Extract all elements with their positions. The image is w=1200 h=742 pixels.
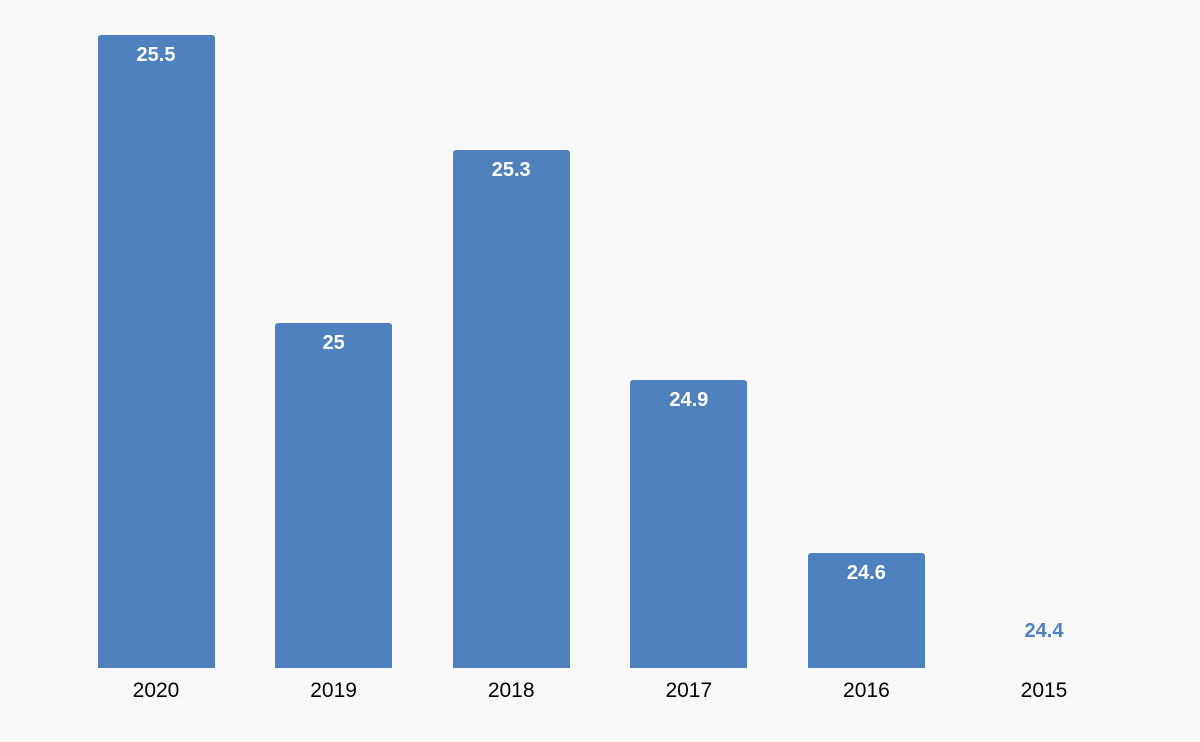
x-axis-label-2015: 2015 [1020,679,1068,702]
bar-2018 [452,150,570,668]
bar-2017 [630,380,748,668]
bar-2019 [275,323,393,668]
x-axis-label-2019: 2019 [310,679,357,702]
bar-2020 [97,35,215,668]
value-label-2016: 24.6 [846,562,886,584]
value-label-2015: 24.4 [1024,620,1064,642]
value-label-2019: 25 [322,332,345,354]
value-label-2020: 25.5 [136,44,176,66]
x-axis-label-2018: 2018 [487,679,535,702]
value-label-2017: 24.9 [669,389,709,411]
bar-2016 [807,553,925,668]
value-label-2018: 25.3 [491,159,531,181]
x-axis-label-2020: 2020 [132,679,180,702]
x-axis-label-2016: 2016 [843,679,890,702]
x-axis-label-2017: 2017 [665,679,713,702]
